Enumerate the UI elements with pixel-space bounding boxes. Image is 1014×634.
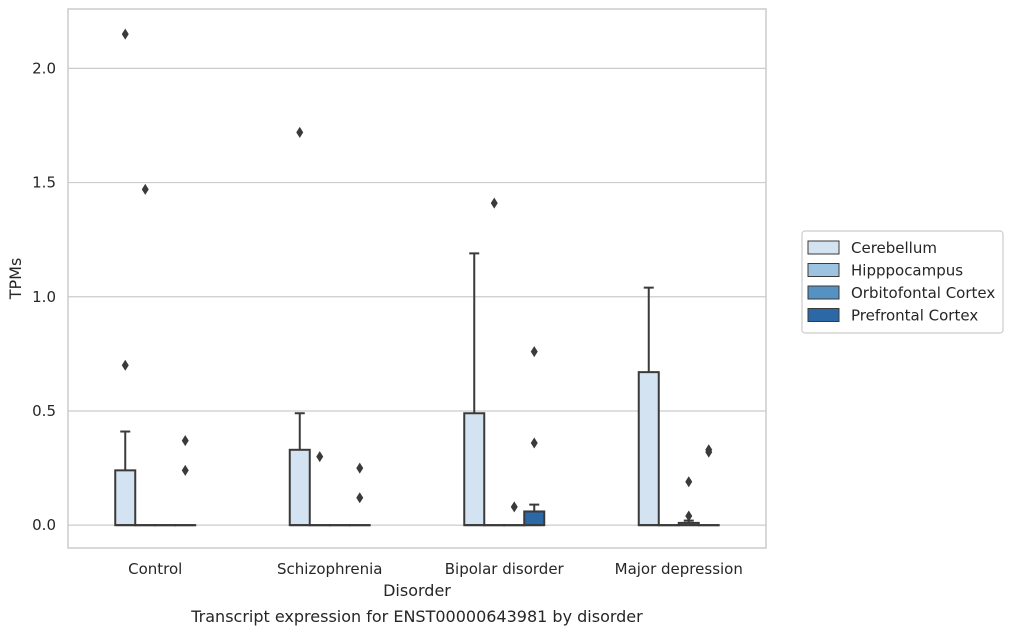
x-tick-label: Bipolar disorder — [445, 560, 565, 578]
outlier-point — [510, 501, 518, 513]
box-prefrontal-cortex — [174, 435, 197, 527]
x-tick-label: Major depression — [615, 560, 743, 578]
legend-label: Orbitofontal Cortex — [851, 284, 995, 302]
y-gridlines — [68, 67, 766, 526]
box-hipppocampus — [483, 197, 506, 527]
legend-frame — [801, 230, 1004, 334]
x-axis-ticks: Control Schizophrenia Bipolar disorder Majo… — [128, 560, 743, 578]
legend-label: Hipppocampus — [851, 262, 963, 280]
box-iqr — [114, 469, 137, 527]
y-tick-label: 1.0 — [32, 288, 56, 306]
y-tick-label: 0.0 — [32, 516, 56, 534]
box-series-layer — [114, 28, 720, 527]
box-iqr — [463, 412, 486, 527]
box-cerebellum — [637, 286, 660, 527]
y-tick-label: 1.5 — [32, 174, 56, 192]
box-prefrontal-cortex — [697, 444, 720, 527]
box-cerebellum — [114, 28, 137, 527]
outlier-point — [685, 510, 693, 522]
outlier-point — [530, 346, 538, 358]
x-tick-label: Schizophrenia — [277, 560, 382, 578]
box-iqr — [523, 510, 546, 527]
legend-swatch — [807, 308, 840, 322]
box-cerebellum — [463, 252, 486, 527]
outlier-point — [121, 28, 129, 40]
y-tick-label: 0.5 — [32, 402, 56, 420]
box-iqr — [288, 448, 311, 527]
outlier-point — [490, 197, 498, 209]
outlier-point — [121, 359, 129, 371]
legend-label: Cerebellum — [851, 239, 937, 257]
y-axis-ticks: 0.0 0.5 1.0 1.5 2.0 — [32, 59, 56, 534]
box-hipppocampus — [308, 451, 331, 527]
legend: Cerebellum Hipppocampus Orbitofontal Corte… — [801, 230, 1004, 334]
outlier-point — [705, 444, 713, 456]
legend-swatch — [807, 240, 840, 255]
outlier-point — [141, 183, 149, 195]
box-orbitofontal-cortex — [503, 501, 526, 527]
y-tick-label: 2.0 — [32, 59, 56, 77]
outlier-point — [356, 492, 364, 504]
box-prefrontal-cortex — [523, 346, 546, 527]
legend-label: Prefrontal Cortex — [851, 307, 978, 325]
y-axis-title: TPMs — [6, 258, 25, 301]
box-orbitofontal-cortex — [677, 476, 700, 527]
box-prefrontal-cortex — [348, 462, 371, 527]
outlier-point — [181, 464, 189, 476]
outlier-point — [296, 126, 304, 138]
legend-swatch — [807, 263, 840, 277]
x-tick-label: Control — [128, 560, 182, 578]
outlier-point — [316, 451, 324, 463]
x-axis-title: Disorder — [383, 581, 451, 600]
legend-swatch — [807, 285, 840, 300]
outlier-point — [356, 462, 364, 474]
outlier-point — [685, 476, 693, 488]
outlier-point — [530, 437, 538, 449]
plot-area-frame — [67, 8, 767, 549]
chart-caption: Transcript expression for ENST0000064398… — [190, 607, 643, 626]
box-iqr — [637, 371, 660, 527]
box-cerebellum — [288, 126, 311, 527]
outlier-point — [181, 435, 189, 447]
box-hipppocampus — [134, 183, 157, 527]
